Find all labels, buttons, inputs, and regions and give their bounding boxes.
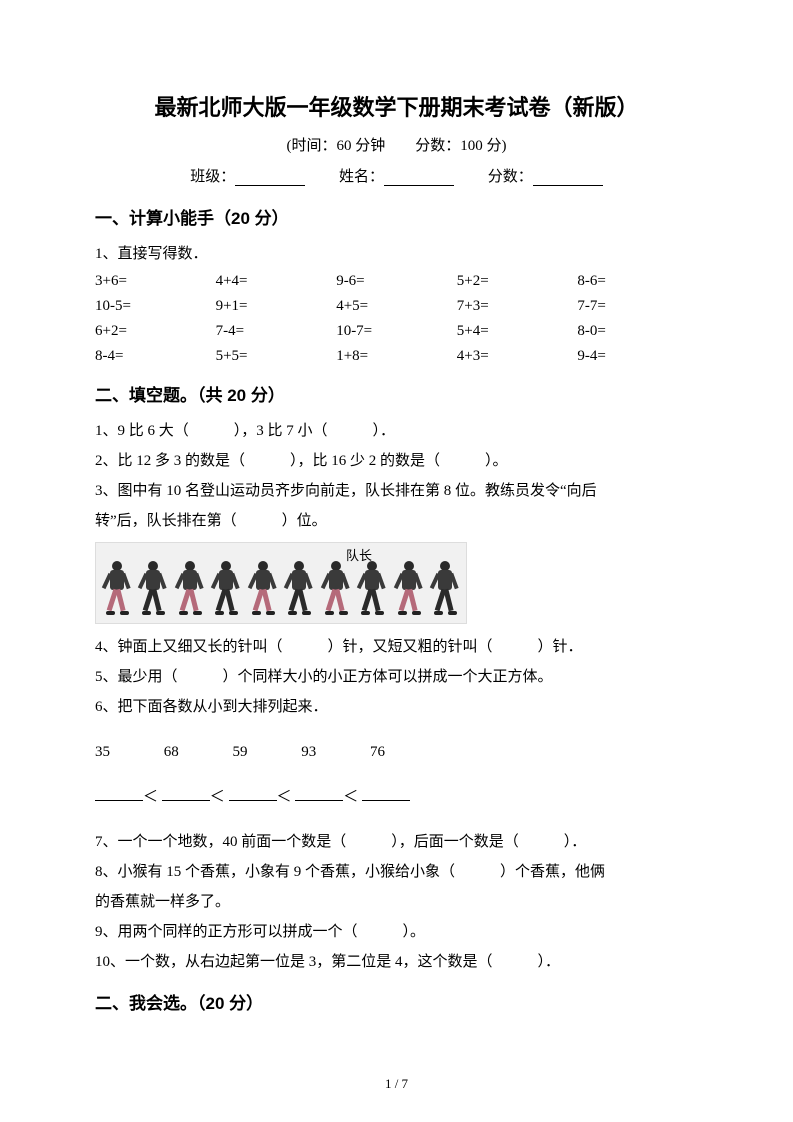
section2-q4: 4、钟面上又细又长的针叫（ ）针，又短又粗的针叫（ ）针．	[95, 632, 698, 662]
section2-heading: 二、填空题。（共 20 分）	[95, 381, 698, 406]
section2-q6-blanks: ＜ ＜ ＜ ＜	[95, 782, 698, 812]
section2-q1: 1、9 比 6 大（ ），3 比 7 小（ ）．	[95, 416, 698, 446]
eq-cell: 8-6=	[577, 269, 698, 294]
table-row: 3+6= 4+4= 9-6= 5+2= 8-6=	[95, 269, 698, 294]
exam-page: 最新北师大版一年级数学下册期末考试卷（新版） (时间：60 分钟 分数：100 …	[0, 0, 793, 1122]
lt-sign: ＜	[343, 789, 358, 805]
eq-cell: 5+2=	[457, 269, 578, 294]
sort-blank	[295, 786, 343, 801]
student-info-line: 班级： 姓名： 分数：	[95, 165, 698, 186]
sort-num: 93	[301, 744, 316, 760]
section2-q9: 9、用两个同样的正方形可以拼成一个（ ）。	[95, 917, 698, 947]
section2-q2: 2、比 12 多 3 的数是（ ），比 16 少 2 的数是（ ）。	[95, 446, 698, 476]
person-icon	[248, 561, 278, 617]
section2-q8a: 8、小猴有 15 个香蕉，小象有 9 个香蕉，小猴给小象（ ）个香蕉，他俩	[95, 857, 698, 887]
name-label: 姓名：	[339, 169, 384, 185]
eq-cell: 3+6=	[95, 269, 216, 294]
class-blank	[235, 169, 305, 186]
person-icon	[211, 561, 241, 617]
section3-heading: 二、我会选。（20 分）	[95, 989, 698, 1014]
eq-cell: 6+2=	[95, 319, 216, 344]
eq-cell: 4+4=	[216, 269, 337, 294]
page-number: 1 / 7	[0, 1076, 793, 1092]
table-row: 8-4= 5+5= 1+8= 4+3= 9-4=	[95, 344, 698, 369]
arithmetic-table: 3+6= 4+4= 9-6= 5+2= 8-6= 10-5= 9+1= 4+5=…	[95, 269, 698, 369]
section2-q6-numbers: 35 68 59 93 76	[95, 737, 698, 767]
sort-num: 59	[233, 744, 248, 760]
section1-q1-label: 1、直接写得数．	[95, 239, 698, 269]
section2-q6: 6、把下面各数从小到大排列起来．	[95, 692, 698, 722]
person-icon	[357, 561, 387, 617]
eq-cell: 9-6=	[336, 269, 457, 294]
eq-cell: 4+3=	[457, 344, 578, 369]
eq-cell: 10-5=	[95, 294, 216, 319]
person-icon	[175, 561, 205, 617]
score-blank	[533, 169, 603, 186]
sort-num: 35	[95, 744, 110, 760]
person-icon	[321, 561, 351, 617]
eq-cell: 9-4=	[577, 344, 698, 369]
eq-cell: 10-7=	[336, 319, 457, 344]
lt-sign: ＜	[143, 789, 158, 805]
page-title: 最新北师大版一年级数学下册期末考试卷（新版）	[95, 90, 698, 122]
eq-cell: 4+5=	[336, 294, 457, 319]
eq-cell: 1+8=	[336, 344, 457, 369]
eq-cell: 7-4=	[216, 319, 337, 344]
figure-row	[102, 561, 460, 617]
sort-blank	[362, 786, 410, 801]
eq-cell: 9+1=	[216, 294, 337, 319]
sort-num: 76	[370, 744, 385, 760]
eq-cell: 5+5=	[216, 344, 337, 369]
eq-cell: 5+4=	[457, 319, 578, 344]
page-subtitle: (时间：60 分钟 分数：100 分)	[95, 134, 698, 155]
section2-q3b: 转”后，队长排在第（ ）位。	[95, 506, 698, 536]
section2-q7: 7、一个一个地数，40 前面一个数是（ ），后面一个数是（ ）．	[95, 827, 698, 857]
sort-blank	[162, 786, 210, 801]
section1-heading: 一、计算小能手（20 分）	[95, 204, 698, 229]
person-icon	[430, 561, 460, 617]
score-label: 分数：	[488, 169, 533, 185]
climbers-figure: 队长	[95, 542, 467, 624]
section2-q5: 5、最少用（ ）个同样大小的小正方体可以拼成一个大正方体。	[95, 662, 698, 692]
sort-blank	[95, 786, 143, 801]
section2-q8b: 的香蕉就一样多了。	[95, 887, 698, 917]
person-icon	[394, 561, 424, 617]
section2-q3a: 3、图中有 10 名登山运动员齐步向前走，队长排在第 8 位。教练员发令“向后	[95, 476, 698, 506]
eq-cell: 7+3=	[457, 294, 578, 319]
eq-cell: 7-7=	[577, 294, 698, 319]
table-row: 10-5= 9+1= 4+5= 7+3= 7-7=	[95, 294, 698, 319]
section2-q10: 10、一个数，从右边起第一位是 3，第二位是 4，这个数是（ ）．	[95, 947, 698, 977]
sort-num: 68	[164, 744, 179, 760]
sort-blank	[229, 786, 277, 801]
person-icon	[102, 561, 132, 617]
lt-sign: ＜	[277, 789, 292, 805]
person-icon	[138, 561, 168, 617]
table-row: 6+2= 7-4= 10-7= 5+4= 8-0=	[95, 319, 698, 344]
eq-cell: 8-0=	[577, 319, 698, 344]
class-label: 班级：	[190, 169, 235, 185]
person-icon	[284, 561, 314, 617]
eq-cell: 8-4=	[95, 344, 216, 369]
name-blank	[384, 169, 454, 186]
lt-sign: ＜	[210, 789, 225, 805]
